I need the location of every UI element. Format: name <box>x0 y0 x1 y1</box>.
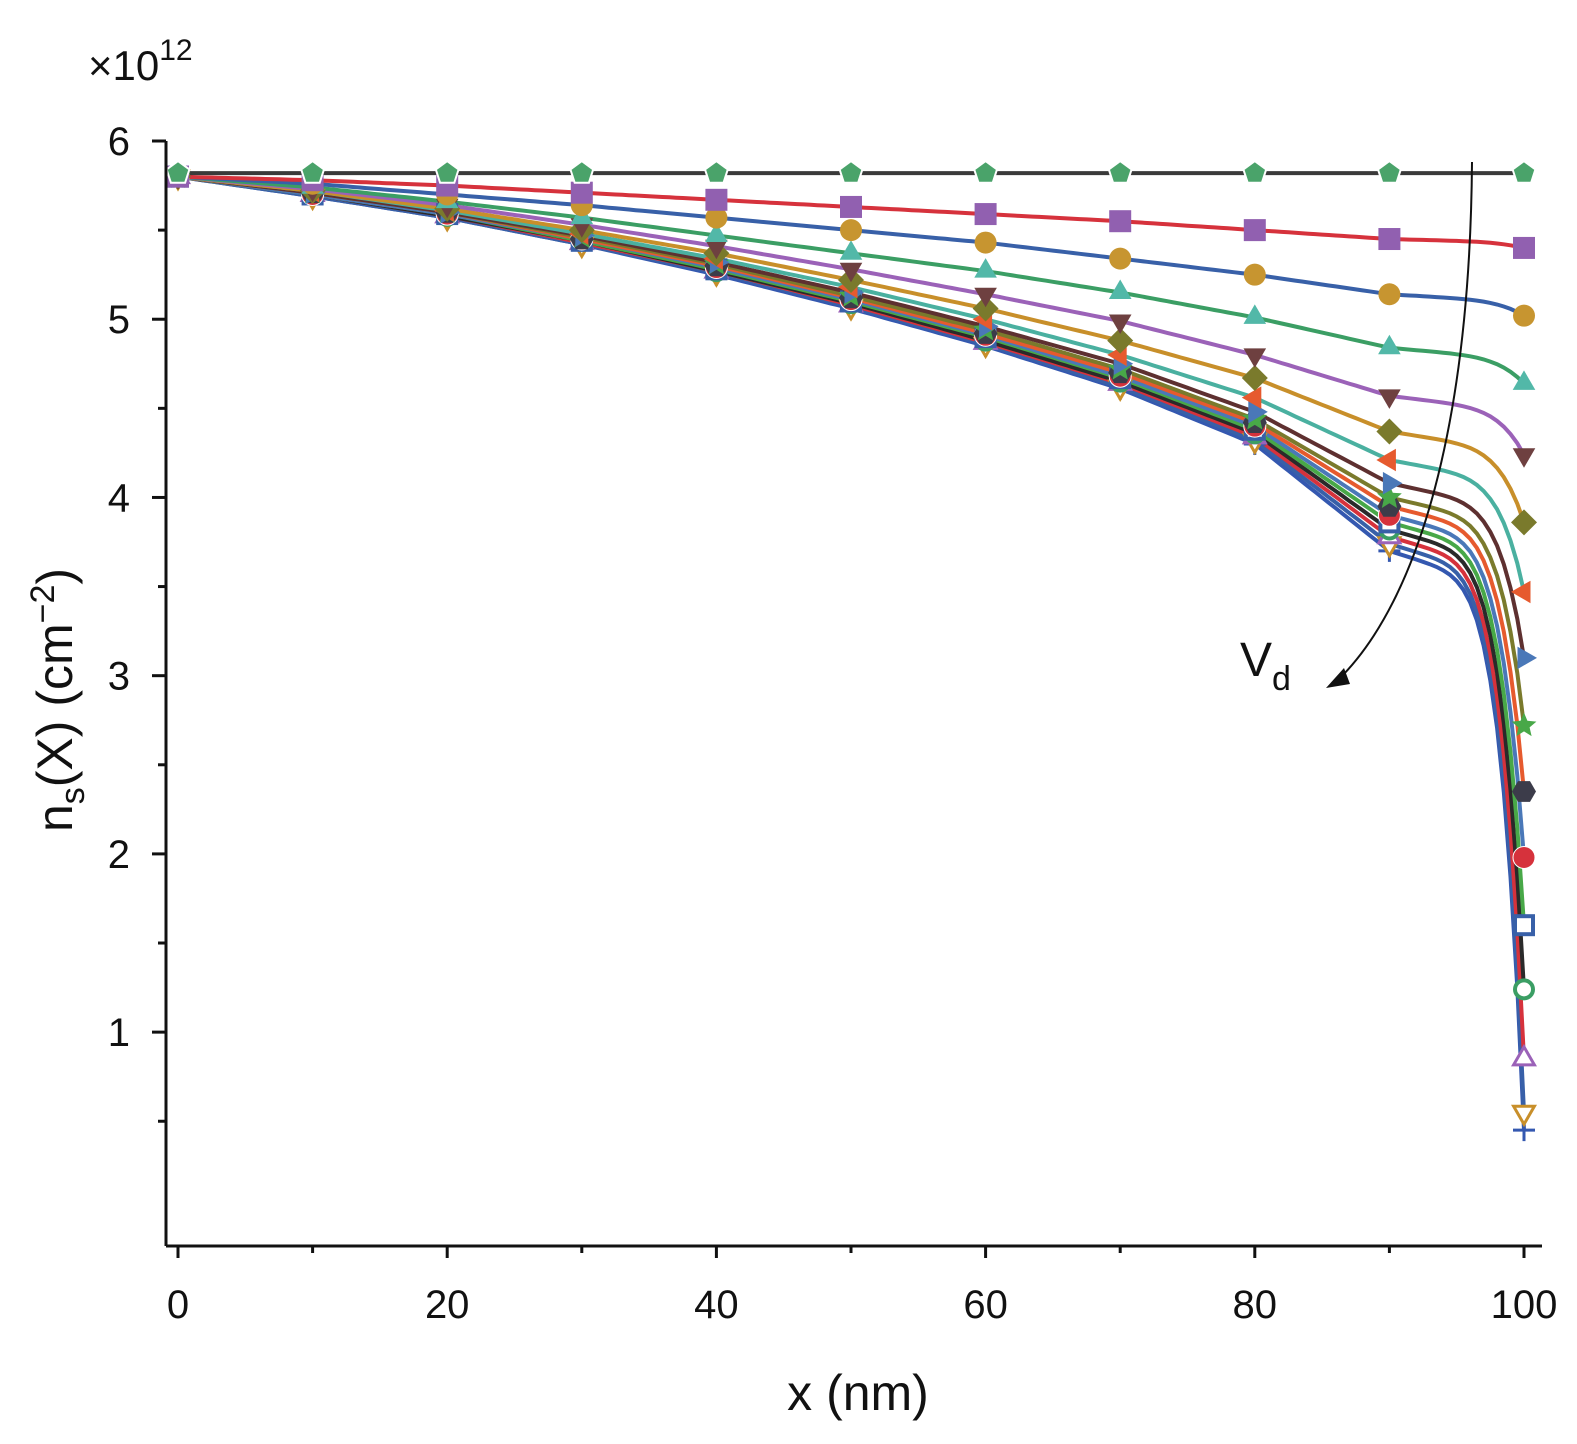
data-point <box>1107 327 1134 354</box>
y-axis-title-sub: s <box>54 787 92 804</box>
data-point <box>1376 159 1402 184</box>
data-point <box>705 206 728 229</box>
data-point <box>1512 845 1536 869</box>
x-tick-label: 0 <box>167 1283 189 1327</box>
y-multiplier-exp: 12 <box>159 34 192 67</box>
data-point <box>840 219 862 242</box>
vd-arrow-curve <box>1337 161 1473 681</box>
data-point <box>1511 712 1537 737</box>
y-axis-title-base: n <box>27 804 83 832</box>
x-tick-label: 100 <box>1491 1283 1558 1327</box>
data-point <box>1242 159 1268 184</box>
data-point <box>1376 448 1396 472</box>
vd-arrow-head <box>1326 668 1350 688</box>
data-point <box>1243 219 1266 242</box>
data-point <box>974 258 997 278</box>
data-point <box>1512 370 1536 390</box>
y-axis-title: ns(X) (cm−2) <box>24 568 92 832</box>
x-tick-label: 40 <box>694 1283 739 1327</box>
x-tick-label: 20 <box>425 1283 470 1327</box>
x-tick-label: 60 <box>963 1283 1008 1327</box>
y-tick-label: 6 <box>108 120 130 164</box>
y-tick-label: 2 <box>108 833 130 877</box>
data-point <box>300 159 326 184</box>
vd-annotation-sub: d <box>1272 660 1291 698</box>
data-point <box>1243 348 1267 368</box>
data-point <box>1382 471 1403 495</box>
y-multiplier: ×1012 <box>88 34 193 89</box>
data-point <box>1241 365 1268 391</box>
data-point <box>1517 646 1537 670</box>
data-point <box>569 159 595 184</box>
y-multiplier-base: ×10 <box>88 42 159 89</box>
data-point <box>1511 159 1537 184</box>
y-tick-label: 4 <box>108 476 130 520</box>
data-point <box>974 231 997 254</box>
marker-layer <box>165 159 1537 1142</box>
data-point <box>1248 400 1268 424</box>
data-point <box>1512 448 1536 468</box>
data-point <box>705 188 728 211</box>
data-point <box>1378 389 1401 409</box>
series-layer <box>165 159 1537 1142</box>
data-point <box>1109 210 1132 233</box>
data-point <box>705 239 728 260</box>
data-point <box>1108 279 1132 299</box>
series-markers <box>165 159 1537 184</box>
data-point <box>838 159 864 184</box>
data-point <box>705 222 728 242</box>
y-axis-title-rest: (X) (cm <box>27 623 83 787</box>
x-axis-title: x (nm) <box>787 1365 929 1421</box>
data-point <box>1376 418 1403 445</box>
data-point <box>1241 386 1262 409</box>
data-point <box>1511 1104 1537 1128</box>
data-point <box>1378 334 1401 355</box>
data-point <box>1513 978 1535 1001</box>
data-point <box>1107 159 1133 184</box>
data-point <box>1378 228 1401 251</box>
y-axis-title-exp: −2 <box>24 585 62 624</box>
data-point <box>1511 580 1531 604</box>
data-point <box>972 295 999 322</box>
data-point <box>165 159 191 184</box>
data-point <box>840 195 862 218</box>
data-point <box>974 287 997 308</box>
data-point <box>1513 304 1535 327</box>
data-point <box>974 203 997 226</box>
vd-annotation: Vd <box>1240 634 1291 698</box>
tick-layer: 0 20 40 60 80 100 1 2 3 4 5 6 <box>108 120 1558 1327</box>
data-point <box>839 240 863 260</box>
data-point <box>703 159 729 184</box>
data-point <box>1109 247 1132 270</box>
x-tick-label: 80 <box>1233 1283 1278 1327</box>
data-point <box>1512 781 1536 802</box>
data-point <box>1511 1043 1537 1067</box>
data-point <box>1511 509 1537 536</box>
data-point <box>973 159 999 184</box>
data-point <box>1243 263 1266 286</box>
data-point <box>1513 914 1535 937</box>
vd-annotation-base: V <box>1240 634 1272 687</box>
data-point <box>1377 484 1402 508</box>
data-point <box>434 159 460 184</box>
y-axis-title-close: ) <box>27 568 83 585</box>
data-point <box>570 181 593 204</box>
y-tick-label: 1 <box>108 1011 130 1055</box>
y-tick-label: 5 <box>108 298 130 342</box>
series-markers <box>171 165 1537 670</box>
data-point <box>1513 236 1535 259</box>
y-tick-label: 3 <box>108 655 130 699</box>
data-point <box>1243 304 1267 324</box>
data-point <box>839 262 863 283</box>
data-point <box>1108 314 1132 334</box>
data-point <box>1378 283 1401 306</box>
